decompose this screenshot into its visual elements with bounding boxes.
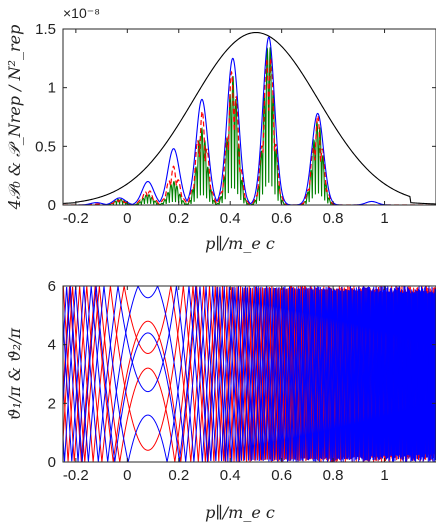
top-x-tick-label: -0.2 — [63, 210, 89, 227]
top-y-tick-label: 1.5 — [35, 21, 56, 38]
top-series-blue-line — [63, 36, 436, 205]
bottom-plot-ticks: -0.2 0 0.2 0.4 0.6 0.8 1 0 2 4 6 — [48, 278, 436, 484]
top-x-axis-label: p∥/m_e c — [205, 234, 275, 253]
bottom-y-tick-label: 6 — [48, 278, 56, 295]
top-x-tick-label: 1 — [380, 210, 388, 227]
top-series-red-dashed-line — [63, 56, 436, 205]
bottom-x-tick-label: 0 — [123, 467, 131, 484]
bottom-x-tick-label: 0.2 — [168, 467, 189, 484]
bottom-series-blue-line — [63, 286, 436, 462]
bottom-x-axis-label: p∥/m_e c — [205, 503, 275, 522]
top-x-tick-label: 0.6 — [271, 210, 292, 227]
bottom-x-tick-label: 1 — [380, 467, 388, 484]
top-series-envelope-line — [63, 31, 436, 205]
bottom-y-axis-label: ϑ₁/π & ϑ₂/π — [5, 328, 24, 420]
top-x-tick-label: 0.2 — [168, 210, 189, 227]
top-y-tick-label: 0 — [48, 197, 56, 214]
top-x-tick-label: 0.8 — [323, 210, 344, 227]
bottom-x-tick-label: 0.6 — [271, 467, 292, 484]
bottom-y-tick-label: 4 — [48, 337, 56, 354]
top-plot-panel: -0.2 0 0.2 0.4 0.6 0.8 1 0 0.5 1 1.5 ×10⁻⁸ p∥/m_e … — [5, 5, 436, 253]
bottom-plot-curves — [63, 286, 436, 462]
bottom-plot-axes-box — [62, 285, 436, 463]
bottom-y-tick-label: 2 — [48, 395, 56, 412]
top-series-green-line — [63, 46, 436, 205]
bottom-plot-panel: -0.2 0 0.2 0.4 0.6 0.8 1 0 2 4 6 p∥/m_e c ϑ₁/π & ϑ… — [5, 278, 436, 522]
top-x-tick-label: 0.4 — [220, 210, 241, 227]
top-plot-axes-box — [62, 28, 436, 206]
top-y-tick-label: 0.5 — [35, 138, 56, 155]
top-y-axis-label: 4𝒫₀ & 𝒫_Nrep / N²_rep — [5, 25, 24, 211]
top-y-multiplier: ×10⁻⁸ — [63, 5, 100, 21]
bottom-x-tick-label: -0.2 — [63, 467, 89, 484]
top-plot-ticks: -0.2 0 0.2 0.4 0.6 0.8 1 0 0.5 1 1.5 — [35, 21, 436, 227]
bottom-y-tick-label: 0 — [48, 454, 56, 471]
bottom-x-tick-label: 0.8 — [323, 467, 344, 484]
top-y-tick-label: 1 — [48, 80, 56, 97]
top-x-tick-label: 0 — [123, 210, 131, 227]
bottom-x-tick-label: 0.4 — [220, 467, 241, 484]
bottom-series-blue-line — [63, 286, 436, 462]
top-plot-curves — [63, 31, 436, 205]
bottom-series-blue-line — [63, 286, 436, 462]
